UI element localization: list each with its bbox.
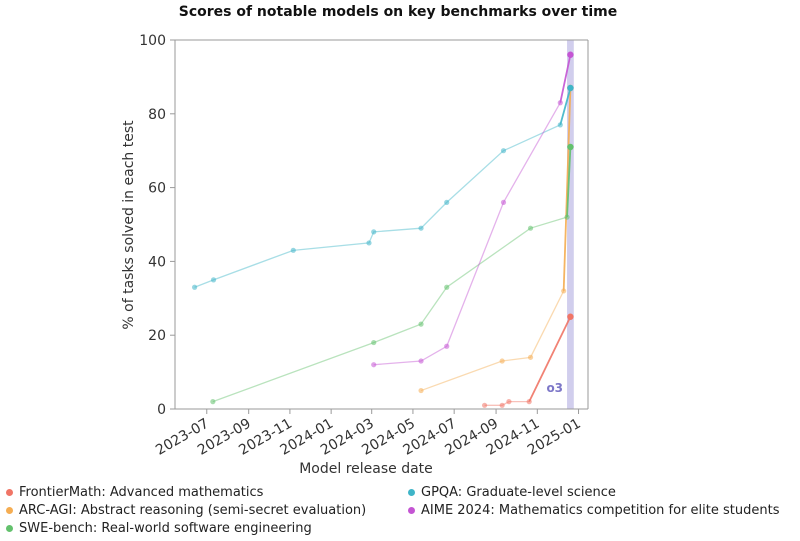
data-point bbox=[481, 402, 488, 408]
legend-marker bbox=[408, 489, 415, 496]
data-point bbox=[418, 321, 424, 327]
data-point bbox=[290, 247, 296, 253]
data-point bbox=[371, 362, 377, 368]
data-point bbox=[567, 143, 574, 151]
data-point bbox=[444, 343, 450, 349]
data-point bbox=[526, 399, 532, 405]
data-point bbox=[561, 288, 567, 294]
legend-label: SWE-bench: Real-world software engineeri… bbox=[19, 521, 312, 536]
data-point bbox=[506, 399, 512, 405]
data-point bbox=[371, 339, 377, 346]
y-tick-label: 100 bbox=[139, 33, 166, 49]
series-line-1 bbox=[420, 290, 565, 392]
data-point bbox=[567, 84, 574, 92]
data-point bbox=[418, 387, 424, 394]
legend-item-aime: AIME 2024: Mathematics competition for e… bbox=[408, 503, 779, 518]
data-point bbox=[557, 122, 563, 128]
data-point bbox=[444, 284, 450, 290]
series-line-0 bbox=[484, 400, 530, 406]
data-point bbox=[210, 277, 217, 283]
series-line-4 bbox=[373, 102, 561, 366]
data-point bbox=[210, 399, 216, 405]
highlight-band-label: o3 bbox=[546, 381, 563, 395]
data-point bbox=[557, 100, 563, 106]
legend-label: ARC-AGI: Abstract reasoning (semi-secret… bbox=[19, 503, 367, 518]
data-point bbox=[567, 313, 574, 320]
y-tick-label: 0 bbox=[157, 402, 166, 418]
series-final-segment-0 bbox=[528, 316, 572, 403]
data-point bbox=[444, 199, 450, 205]
data-point bbox=[366, 240, 372, 246]
legend-marker bbox=[408, 507, 415, 514]
data-point bbox=[499, 402, 505, 408]
plot-area: o30204060801002023-072023-092023-112024-… bbox=[139, 33, 589, 459]
data-point bbox=[500, 148, 507, 154]
legend-item-frontiermath: FrontierMath: Advanced mathematics bbox=[6, 485, 263, 500]
legend-label: FrontierMath: Advanced mathematics bbox=[19, 485, 264, 500]
series-line-2 bbox=[212, 216, 568, 403]
series-final-segment-2 bbox=[566, 146, 572, 218]
chart: Scores of notable models on key benchmar… bbox=[121, 4, 618, 477]
data-point bbox=[567, 51, 574, 58]
legend-label: GPQA: Graduate-level science bbox=[421, 485, 616, 500]
data-point bbox=[499, 358, 505, 364]
legend-marker bbox=[6, 489, 13, 496]
y-tick-label: 80 bbox=[148, 107, 166, 123]
series-final-segment-3 bbox=[559, 87, 572, 126]
data-point bbox=[371, 229, 377, 235]
series-final-segment-4 bbox=[559, 54, 572, 103]
data-point bbox=[418, 358, 424, 364]
highlight-band bbox=[567, 40, 574, 409]
legend-marker bbox=[6, 525, 13, 532]
legend-item-swe-bench: SWE-bench: Real-world software engineeri… bbox=[6, 521, 312, 536]
legend-item-arc-agi: ARC-AGI: Abstract reasoning (semi-secret… bbox=[6, 503, 366, 518]
legend-label: AIME 2024: Mathematics competition for e… bbox=[421, 503, 780, 518]
y-tick-label: 20 bbox=[148, 328, 166, 344]
data-point bbox=[500, 199, 507, 205]
series-final-segment-1 bbox=[562, 87, 572, 291]
y-axis-label: % of tasks solved in each test bbox=[121, 120, 137, 330]
data-point bbox=[527, 354, 534, 360]
x-axis-label: Model release date bbox=[299, 461, 433, 477]
y-tick-label: 60 bbox=[148, 181, 166, 197]
data-point bbox=[564, 214, 570, 220]
data-point bbox=[418, 225, 424, 231]
y-tick-label: 40 bbox=[148, 254, 166, 270]
data-point bbox=[527, 225, 534, 231]
legend-item-gpqa: GPQA: Graduate-level science bbox=[408, 485, 616, 500]
chart-title: Scores of notable models on key benchmar… bbox=[179, 4, 618, 20]
legend: FrontierMath: Advanced mathematics ARC-A… bbox=[4, 481, 800, 539]
data-point bbox=[192, 284, 198, 290]
legend-marker bbox=[6, 507, 13, 514]
